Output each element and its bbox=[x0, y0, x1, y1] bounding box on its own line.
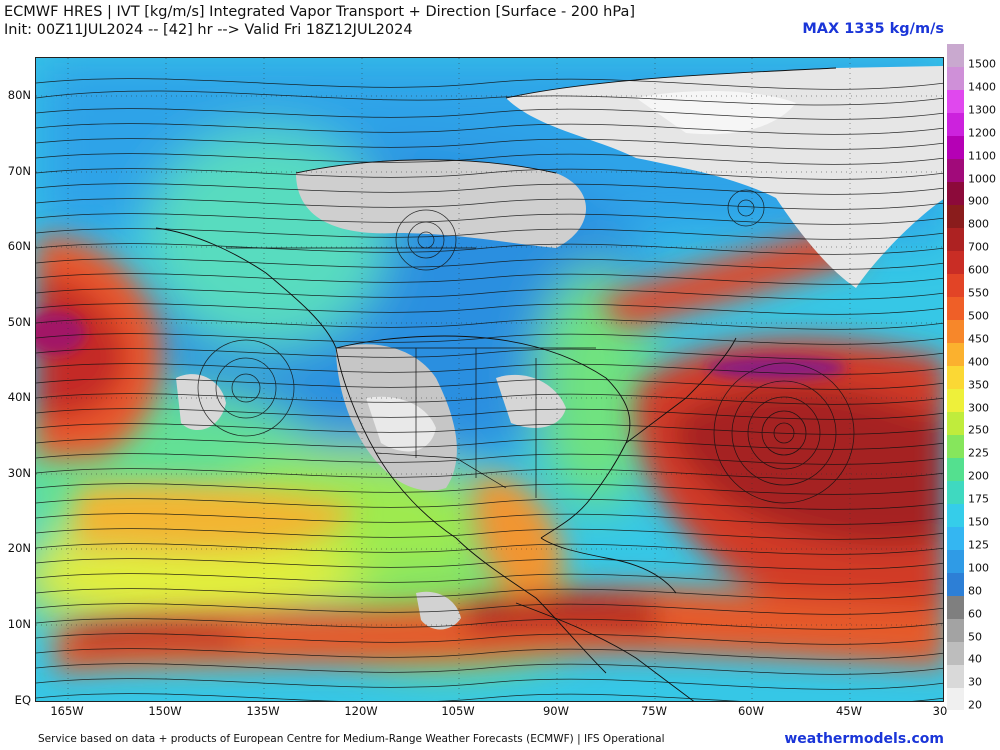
colorbar-label: 500 bbox=[968, 309, 989, 323]
lon-label: 90W bbox=[542, 704, 570, 718]
title-line-2: Init: 00Z11JUL2024 -- [42] hr --> Valid … bbox=[4, 22, 413, 38]
title-line-1: ECMWF HRES | IVT [kg/m/s] Integrated Vap… bbox=[4, 4, 636, 20]
colorbar-segment bbox=[947, 44, 964, 68]
colorbar-label: 50 bbox=[968, 630, 982, 643]
coastlines bbox=[155, 67, 837, 701]
colorbar-segment bbox=[947, 526, 964, 550]
data-credit: Service based on data + products of Euro… bbox=[38, 733, 665, 745]
lon-label: 75W bbox=[640, 704, 668, 718]
colorbar-segment bbox=[947, 135, 964, 160]
colorbar-label: 1100 bbox=[968, 149, 996, 163]
colorbar-segment bbox=[947, 503, 964, 527]
lon-label: 135W bbox=[246, 704, 280, 718]
colorbar-label: 150 bbox=[968, 515, 989, 529]
colorbar-label: 200 bbox=[968, 469, 989, 483]
lat-label: 40N bbox=[7, 390, 31, 404]
lat-label: 50N bbox=[7, 315, 31, 329]
lat-label: 70N bbox=[7, 164, 31, 178]
lat-label: 10N bbox=[7, 617, 31, 631]
colorbar-segment bbox=[947, 687, 964, 711]
colorbar-label: 30 bbox=[968, 675, 982, 689]
colorbar-segment bbox=[947, 618, 964, 642]
colorbar-segment bbox=[947, 158, 964, 183]
colorbar-segment bbox=[947, 89, 964, 114]
canada-arctic-land bbox=[296, 159, 586, 248]
lat-label: 80N bbox=[7, 88, 31, 102]
colorbar-label: 225 bbox=[968, 446, 989, 460]
colorbar-label: 125 bbox=[968, 538, 989, 552]
colorbar-label: 400 bbox=[968, 355, 989, 369]
ivt-colorbar bbox=[947, 44, 964, 711]
colorbar-label: 550 bbox=[968, 286, 989, 300]
colorbar-segment bbox=[947, 250, 964, 275]
lon-label: 105W bbox=[441, 704, 475, 718]
colorbar-label: 900 bbox=[968, 194, 989, 208]
lon-label: 120W bbox=[344, 704, 378, 718]
colorbar-segment bbox=[947, 641, 964, 665]
ivt-colorbar-labels: 1500 1400 1300 1200 1100 1000 900 800 700 600 550 5… bbox=[966, 44, 1000, 712]
lon-label: 165W bbox=[50, 704, 84, 718]
colorbar-segment bbox=[947, 181, 964, 206]
colorbar-label: 250 bbox=[968, 423, 989, 437]
colorbar-label: 1500 bbox=[968, 57, 996, 71]
colorbar-segment bbox=[947, 388, 964, 412]
colorbar-segment bbox=[947, 319, 964, 344]
colorbar-label: 350 bbox=[968, 378, 989, 392]
lat-label: EQ bbox=[14, 693, 31, 707]
ivt-plume-labrador bbox=[596, 228, 866, 328]
colorbar-segment bbox=[947, 365, 964, 389]
colorbar-segment bbox=[947, 296, 964, 321]
colorbar-segment bbox=[947, 549, 964, 573]
colorbar-label: 1400 bbox=[968, 80, 996, 94]
colorbar-label: 100 bbox=[968, 561, 989, 575]
colorbar-label: 20 bbox=[968, 698, 982, 712]
colorbar-segment bbox=[947, 342, 964, 366]
colorbar-label: 60 bbox=[968, 607, 982, 621]
latitude-axis: 80N 70N 60N 50N 40N 30N 20N 10N EQ bbox=[0, 57, 34, 707]
colorbar-segment bbox=[947, 572, 964, 596]
ivt-map-canvas bbox=[36, 58, 943, 701]
colorbar-segment bbox=[947, 457, 964, 481]
streamlines bbox=[36, 78, 943, 701]
colorbar-label: 450 bbox=[968, 332, 989, 346]
chart-title: ECMWF HRES | IVT [kg/m/s] Integrated Vap… bbox=[4, 3, 635, 39]
colorbar-segment bbox=[947, 664, 964, 688]
colorbar-label: 40 bbox=[968, 652, 982, 666]
political-borders bbox=[226, 247, 596, 498]
colorbar-segment bbox=[947, 411, 964, 435]
ivt-map bbox=[35, 57, 944, 702]
colorbar-label: 1300 bbox=[968, 103, 996, 117]
colorbar-label: 600 bbox=[968, 263, 989, 277]
colorbar-label: 700 bbox=[968, 240, 989, 254]
colorbar-segment bbox=[947, 112, 964, 137]
colorbar-label: 300 bbox=[968, 401, 989, 414]
colorbar-segment bbox=[947, 273, 964, 298]
colorbar-segment bbox=[947, 204, 964, 229]
colorbar-segment bbox=[947, 434, 964, 458]
colorbar-label: 800 bbox=[968, 217, 989, 231]
colorbar-label: 1000 bbox=[968, 172, 996, 185]
max-value-label: MAX 1335 kg/m/s bbox=[802, 21, 944, 37]
lat-label: 60N bbox=[7, 239, 31, 253]
colorbar-label: 80 bbox=[968, 584, 982, 598]
longitude-axis: 165W 150W 135W 120W 105W 90W 75W 60W 45W 30 bbox=[35, 704, 947, 722]
land-masses bbox=[176, 66, 943, 630]
colorbar-label: 175 bbox=[968, 492, 989, 506]
lon-label: 60W bbox=[737, 704, 765, 718]
colorbar-segment bbox=[947, 66, 964, 91]
lon-label: 30 bbox=[932, 704, 948, 718]
site-link[interactable]: weathermodels.com bbox=[784, 731, 944, 747]
greenland-land bbox=[506, 66, 943, 288]
lat-label: 30N bbox=[7, 466, 31, 480]
lon-label: 45W bbox=[835, 704, 863, 718]
colorbar-segment bbox=[947, 480, 964, 504]
colorbar-segment bbox=[947, 595, 964, 619]
lon-label: 150W bbox=[148, 704, 182, 718]
colorbar-segment bbox=[947, 227, 964, 252]
lat-label: 20N bbox=[7, 541, 31, 555]
colorbar-label: 1200 bbox=[968, 126, 996, 140]
